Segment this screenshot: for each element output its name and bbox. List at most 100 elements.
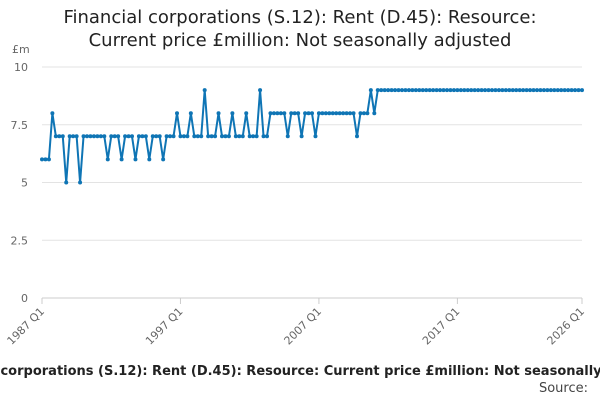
point: [420, 88, 425, 93]
point: [285, 134, 290, 139]
point: [417, 88, 422, 93]
y-tick-label: 7.5: [11, 119, 29, 132]
point: [483, 88, 488, 93]
point: [389, 88, 394, 93]
point: [355, 134, 359, 139]
y-tick-label: 0: [21, 292, 28, 305]
point: [81, 134, 86, 139]
point: [154, 134, 159, 139]
point: [334, 111, 339, 116]
point: [448, 88, 453, 93]
point: [112, 134, 117, 139]
point: [510, 88, 515, 93]
chart-title: Financial corporations (S.12): Rent (D.4…: [63, 7, 537, 51]
point: [116, 134, 121, 139]
point: [199, 134, 204, 139]
point: [181, 134, 186, 139]
point: [576, 88, 581, 93]
point: [240, 134, 245, 139]
x-tick-label: 1997 Q1: [143, 305, 186, 348]
point: [102, 134, 107, 139]
point: [278, 111, 283, 116]
point: [424, 88, 429, 93]
point: [476, 88, 481, 93]
point: [548, 88, 553, 93]
point: [88, 134, 93, 139]
point: [261, 134, 266, 139]
point: [344, 111, 349, 116]
point: [503, 88, 508, 93]
point: [91, 134, 96, 139]
point: [46, 157, 51, 162]
point: [105, 157, 110, 162]
point: [382, 88, 387, 93]
point: [406, 88, 411, 93]
footer-text: Financial corporations (S.12): Rent (D.4…: [0, 364, 600, 379]
point: [569, 88, 574, 93]
y-tick-label: 5: [21, 177, 28, 190]
point: [514, 88, 519, 93]
point: [247, 134, 252, 139]
point: [327, 111, 332, 116]
point: [351, 111, 356, 116]
point: [348, 111, 353, 116]
point: [175, 111, 179, 116]
point: [458, 88, 463, 93]
point: [379, 88, 384, 93]
source: Source:: [538, 381, 588, 396]
point: [136, 134, 141, 139]
point: [396, 88, 401, 93]
point: [462, 88, 467, 93]
point: [434, 88, 439, 93]
point: [337, 111, 342, 116]
point: [202, 88, 207, 93]
point: [140, 134, 145, 139]
point: [130, 134, 134, 139]
point: [64, 180, 69, 185]
point: [178, 134, 183, 139]
point: [275, 111, 280, 116]
point: [98, 134, 103, 139]
point: [150, 134, 155, 139]
point: [85, 134, 89, 139]
point: [299, 134, 304, 139]
point: [168, 134, 173, 139]
point: [50, 111, 55, 116]
point: [555, 88, 560, 93]
point: [310, 111, 314, 116]
point: [490, 88, 494, 93]
point: [545, 88, 550, 93]
point: [119, 157, 124, 162]
point: [441, 88, 446, 93]
point: [517, 88, 522, 93]
point: [486, 88, 491, 93]
point: [147, 157, 152, 162]
point: [496, 88, 501, 93]
point: [403, 88, 408, 93]
point: [123, 134, 128, 139]
point: [358, 111, 363, 116]
point: [258, 88, 263, 93]
point: [230, 111, 235, 116]
point: [171, 134, 176, 139]
point: [109, 134, 114, 139]
y-tick-label: 2.5: [11, 234, 29, 247]
point: [192, 134, 197, 139]
point: [431, 88, 436, 93]
point: [400, 88, 404, 93]
point: [60, 134, 65, 139]
point: [573, 88, 578, 93]
point: [78, 180, 83, 185]
point: [244, 111, 249, 116]
point: [206, 134, 211, 139]
point: [580, 88, 584, 93]
point: [493, 88, 498, 93]
point: [233, 134, 238, 139]
point: [133, 157, 138, 162]
point: [479, 88, 484, 93]
point: [57, 134, 62, 139]
point: [43, 157, 48, 162]
point: [472, 88, 477, 93]
point: [40, 157, 44, 162]
